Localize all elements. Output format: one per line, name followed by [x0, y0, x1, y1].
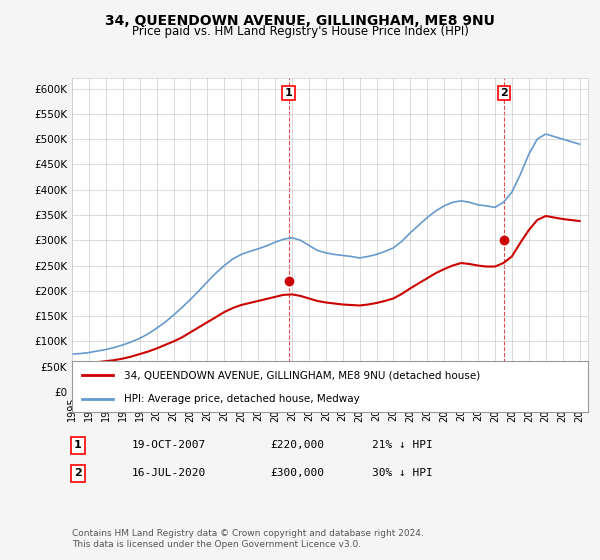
Text: HPI: Average price, detached house, Medway: HPI: Average price, detached house, Medw…	[124, 394, 359, 404]
Text: 2: 2	[74, 468, 82, 478]
Text: 1: 1	[74, 440, 82, 450]
Text: 21% ↓ HPI: 21% ↓ HPI	[372, 440, 433, 450]
Text: 1: 1	[284, 88, 292, 98]
Text: Contains HM Land Registry data © Crown copyright and database right 2024.
This d: Contains HM Land Registry data © Crown c…	[72, 529, 424, 549]
Text: 16-JUL-2020: 16-JUL-2020	[132, 468, 206, 478]
Text: £220,000: £220,000	[270, 440, 324, 450]
Text: 2: 2	[500, 88, 508, 98]
Text: 34, QUEENDOWN AVENUE, GILLINGHAM, ME8 9NU: 34, QUEENDOWN AVENUE, GILLINGHAM, ME8 9N…	[105, 14, 495, 28]
Text: 19-OCT-2007: 19-OCT-2007	[132, 440, 206, 450]
Text: Price paid vs. HM Land Registry's House Price Index (HPI): Price paid vs. HM Land Registry's House …	[131, 25, 469, 38]
Text: 34, QUEENDOWN AVENUE, GILLINGHAM, ME8 9NU (detached house): 34, QUEENDOWN AVENUE, GILLINGHAM, ME8 9N…	[124, 370, 480, 380]
Text: 30% ↓ HPI: 30% ↓ HPI	[372, 468, 433, 478]
Text: £300,000: £300,000	[270, 468, 324, 478]
